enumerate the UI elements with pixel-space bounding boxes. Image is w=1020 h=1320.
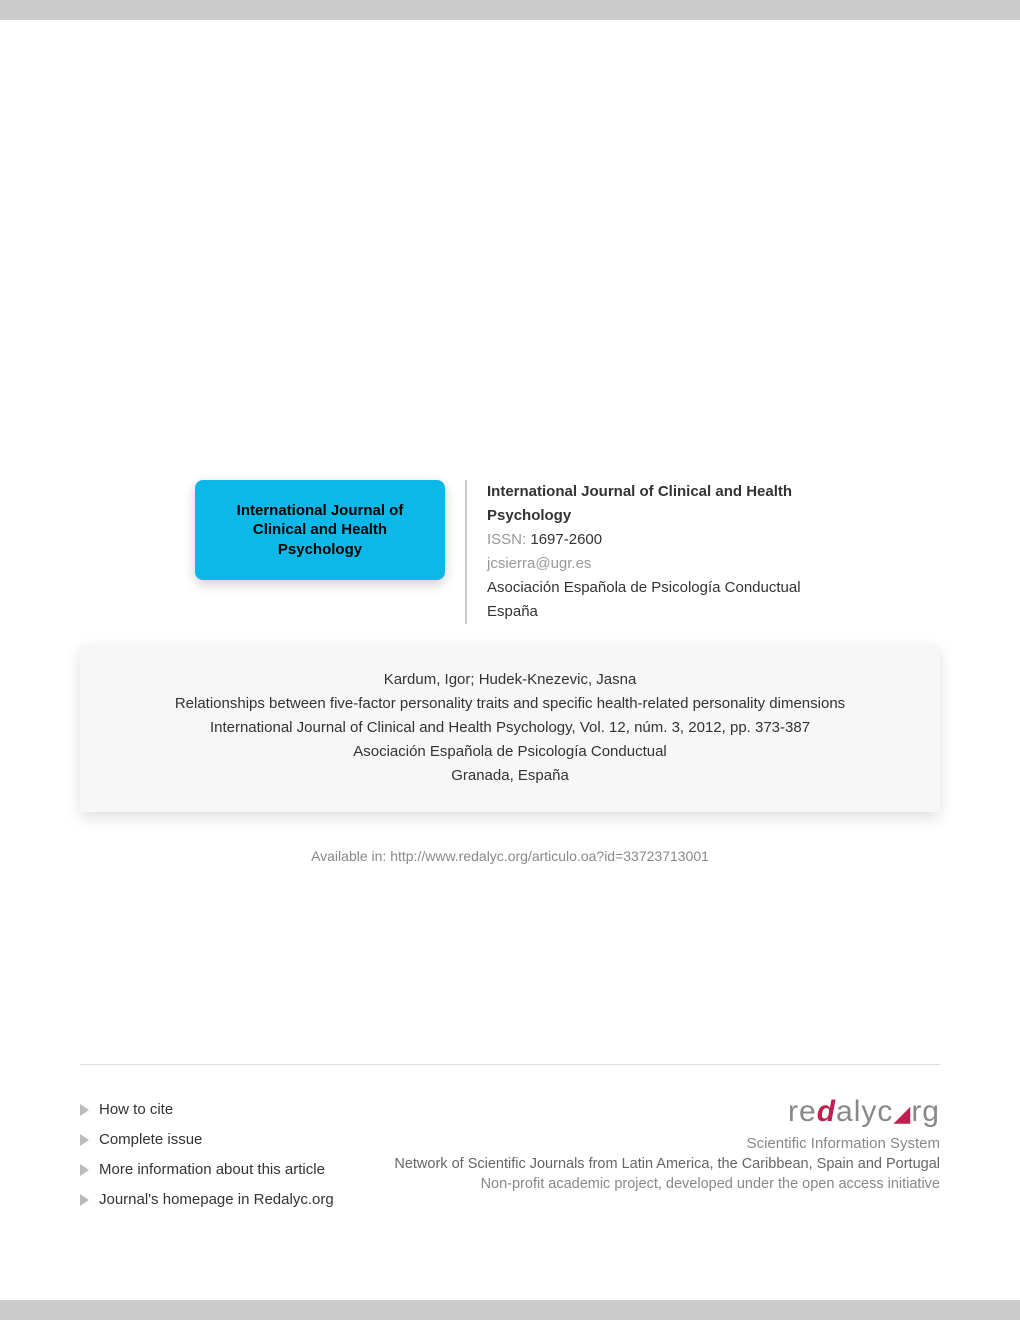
main-content: International Journal of Clinical and He… xyxy=(0,480,1020,1215)
footer: How to cite Complete issue More informat… xyxy=(40,1065,980,1215)
citation-location: Granada, España xyxy=(110,764,910,788)
available-url[interactable]: http://www.redalyc.org/articulo.oa?id=33… xyxy=(390,848,709,864)
citation-reference: International Journal of Clinical and He… xyxy=(110,716,910,740)
footer-tagline-3: Non-profit academic project, developed u… xyxy=(394,1176,940,1192)
footer-link-label[interactable]: More information about this article xyxy=(99,1155,325,1185)
top-bar xyxy=(0,0,1020,20)
citation-publisher: Asociación Española de Psicología Conduc… xyxy=(110,740,910,764)
footer-tagline-2: Network of Scientific Journals from Lati… xyxy=(394,1156,940,1172)
redalyc-logo[interactable]: redalyc◢rg xyxy=(394,1095,940,1129)
footer-links-list: How to cite Complete issue More informat… xyxy=(80,1095,334,1215)
arrow-right-icon xyxy=(80,1164,89,1176)
citation-title: Relationships between five-factor person… xyxy=(110,692,910,716)
arrow-right-icon xyxy=(80,1104,89,1116)
footer-tagline-1: Scientific Information System xyxy=(394,1135,940,1152)
citation-box: Kardum, Igor; Hudek-Knezevic, Jasna Rela… xyxy=(80,644,940,812)
footer-link-homepage[interactable]: Journal's homepage in Redalyc.org xyxy=(80,1185,334,1215)
journal-issn-line: ISSN: 1697-2600 xyxy=(487,528,825,552)
issn-label: ISSN: xyxy=(487,531,526,548)
journal-block: International Journal of Clinical and He… xyxy=(40,480,980,624)
footer-link-how-to-cite[interactable]: How to cite xyxy=(80,1095,334,1125)
arrow-right-icon xyxy=(80,1134,89,1146)
journal-publisher: Asociación Española de Psicología Conduc… xyxy=(487,576,825,600)
journal-country: España xyxy=(487,600,825,624)
journal-cover-text: International Journal of Clinical and He… xyxy=(215,501,425,560)
footer-link-label[interactable]: How to cite xyxy=(99,1095,173,1125)
issn-value: 1697-2600 xyxy=(530,531,602,548)
journal-cover-thumbnail: International Journal of Clinical and He… xyxy=(195,480,445,580)
footer-link-complete-issue[interactable]: Complete issue xyxy=(80,1125,334,1155)
journal-metadata: International Journal of Clinical and He… xyxy=(465,480,825,624)
footer-link-more-info[interactable]: More information about this article xyxy=(80,1155,334,1185)
footer-link-label[interactable]: Journal's homepage in Redalyc.org xyxy=(99,1185,334,1215)
journal-email[interactable]: jcsierra@ugr.es xyxy=(487,552,825,576)
available-label: Available in: xyxy=(311,848,386,864)
bottom-bar xyxy=(0,1300,1020,1320)
available-in-line: Available in: http://www.redalyc.org/art… xyxy=(40,848,980,864)
journal-title: International Journal of Clinical and He… xyxy=(487,480,825,528)
footer-link-label[interactable]: Complete issue xyxy=(99,1125,202,1155)
footer-right: redalyc◢rg Scientific Information System… xyxy=(394,1095,940,1192)
citation-authors: Kardum, Igor; Hudek-Knezevic, Jasna xyxy=(110,668,910,692)
arrow-right-icon xyxy=(80,1194,89,1206)
